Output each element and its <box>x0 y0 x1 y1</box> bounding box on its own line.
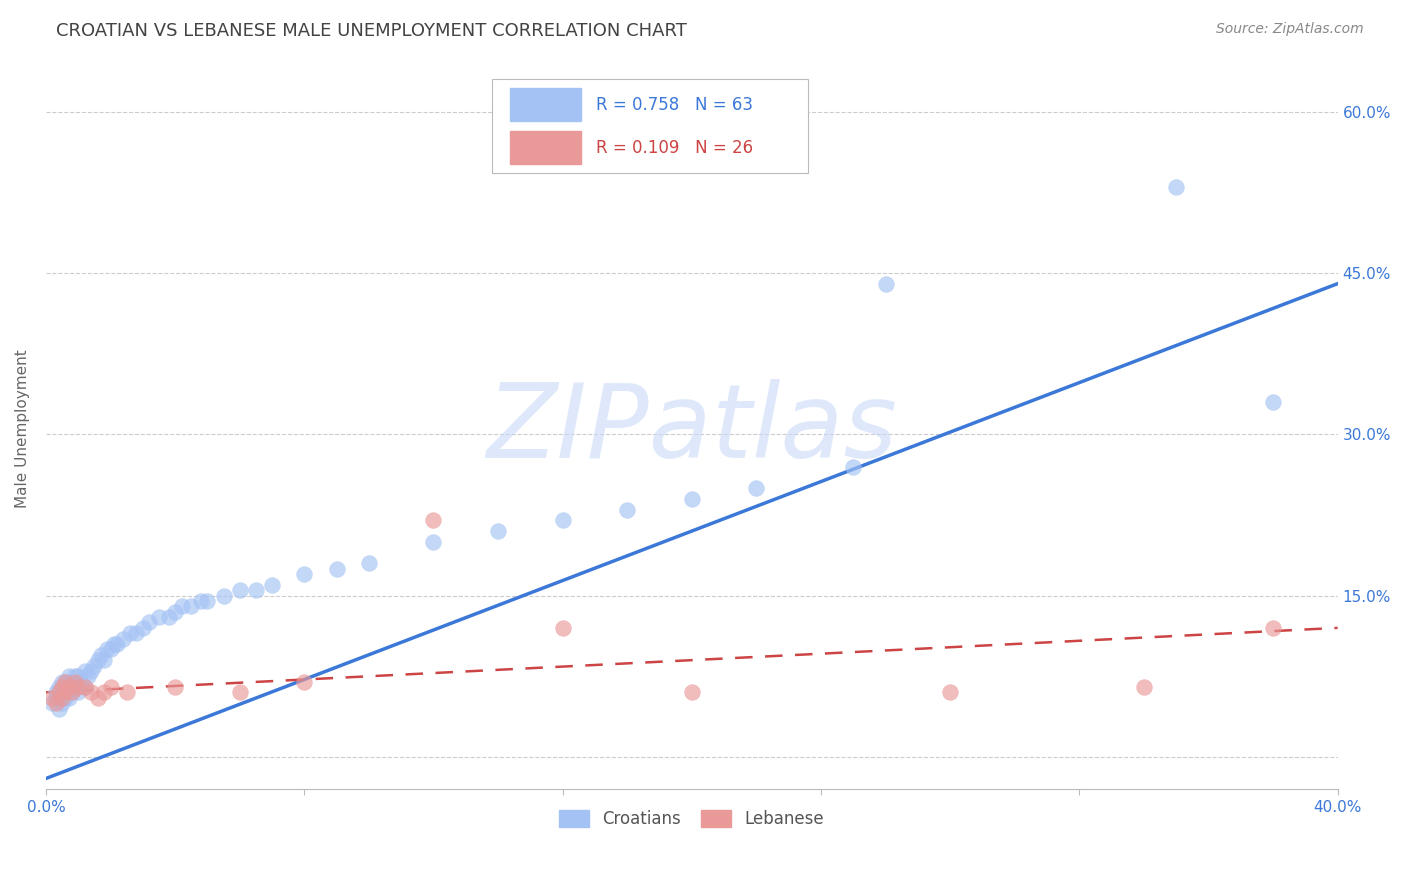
Point <box>58 680 80 694</box>
Point <box>212 589 235 603</box>
Point <box>138 615 160 630</box>
Point <box>63 674 86 689</box>
Point <box>67 685 90 699</box>
Point <box>357 557 380 571</box>
Point <box>681 491 703 506</box>
Point <box>170 599 193 614</box>
Point <box>86 653 108 667</box>
Point <box>486 524 509 538</box>
Point <box>45 696 67 710</box>
Point <box>58 669 80 683</box>
Point <box>77 669 100 683</box>
Point <box>100 642 122 657</box>
Point <box>51 674 73 689</box>
Text: CROATIAN VS LEBANESE MALE UNEMPLOYMENT CORRELATION CHART: CROATIAN VS LEBANESE MALE UNEMPLOYMENT C… <box>56 22 688 40</box>
Text: ZIPatlas: ZIPatlas <box>486 379 897 479</box>
Point <box>45 690 67 705</box>
Point <box>93 685 115 699</box>
Point <box>1261 621 1284 635</box>
Point <box>53 690 76 705</box>
Point <box>197 594 219 608</box>
FancyBboxPatch shape <box>492 79 808 173</box>
Point <box>228 685 250 699</box>
Point <box>60 685 83 699</box>
Point <box>190 594 212 608</box>
Point <box>165 680 187 694</box>
Point <box>48 685 70 699</box>
Point <box>100 680 122 694</box>
Point <box>48 680 70 694</box>
Point <box>93 653 115 667</box>
Point <box>228 583 250 598</box>
Point <box>90 648 112 662</box>
Point <box>53 685 76 699</box>
Point <box>58 680 80 694</box>
Point <box>67 669 90 683</box>
Point <box>67 680 90 694</box>
Point <box>83 658 105 673</box>
Point <box>165 605 187 619</box>
Point <box>48 701 70 715</box>
Point <box>80 664 103 678</box>
Text: R = 0.758   N = 63: R = 0.758 N = 63 <box>596 95 754 113</box>
Point <box>53 674 76 689</box>
Point <box>51 690 73 705</box>
Point <box>115 685 138 699</box>
Point <box>148 610 170 624</box>
Point <box>1166 179 1188 194</box>
Y-axis label: Male Unemployment: Male Unemployment <box>15 350 30 508</box>
Point <box>60 685 83 699</box>
Point <box>292 674 315 689</box>
Point <box>73 680 96 694</box>
Point <box>125 626 148 640</box>
Point <box>58 690 80 705</box>
Point <box>73 680 96 694</box>
Point <box>132 621 155 635</box>
Point <box>422 534 444 549</box>
Point <box>616 502 638 516</box>
Point <box>1133 680 1156 694</box>
Bar <box>510 131 581 164</box>
Point <box>939 685 962 699</box>
Point <box>245 583 267 598</box>
Point <box>96 642 118 657</box>
Point <box>875 277 897 291</box>
Point <box>63 680 86 694</box>
Point <box>105 637 128 651</box>
Point <box>86 690 108 705</box>
Point <box>80 685 103 699</box>
Point <box>292 567 315 582</box>
Point <box>157 610 180 624</box>
Point <box>45 685 67 699</box>
Point <box>48 690 70 705</box>
Point <box>842 459 865 474</box>
Point <box>325 562 347 576</box>
Point <box>103 637 125 651</box>
Point <box>41 690 63 705</box>
Point <box>51 685 73 699</box>
Point <box>422 513 444 527</box>
Point <box>63 669 86 683</box>
Point <box>41 696 63 710</box>
Legend: Croatians, Lebanese: Croatians, Lebanese <box>553 804 831 835</box>
Point <box>681 685 703 699</box>
Point <box>180 599 202 614</box>
Text: R = 0.109   N = 26: R = 0.109 N = 26 <box>596 139 754 157</box>
Text: Source: ZipAtlas.com: Source: ZipAtlas.com <box>1216 22 1364 37</box>
Point <box>51 680 73 694</box>
Point <box>73 664 96 678</box>
Point <box>51 696 73 710</box>
Point <box>118 626 141 640</box>
Point <box>53 674 76 689</box>
Point <box>551 621 574 635</box>
Bar <box>510 88 581 121</box>
Point <box>70 674 93 689</box>
Point <box>551 513 574 527</box>
Point <box>260 578 283 592</box>
Point <box>60 674 83 689</box>
Point <box>1261 395 1284 409</box>
Point <box>53 685 76 699</box>
Point <box>745 481 768 495</box>
Point <box>112 632 135 646</box>
